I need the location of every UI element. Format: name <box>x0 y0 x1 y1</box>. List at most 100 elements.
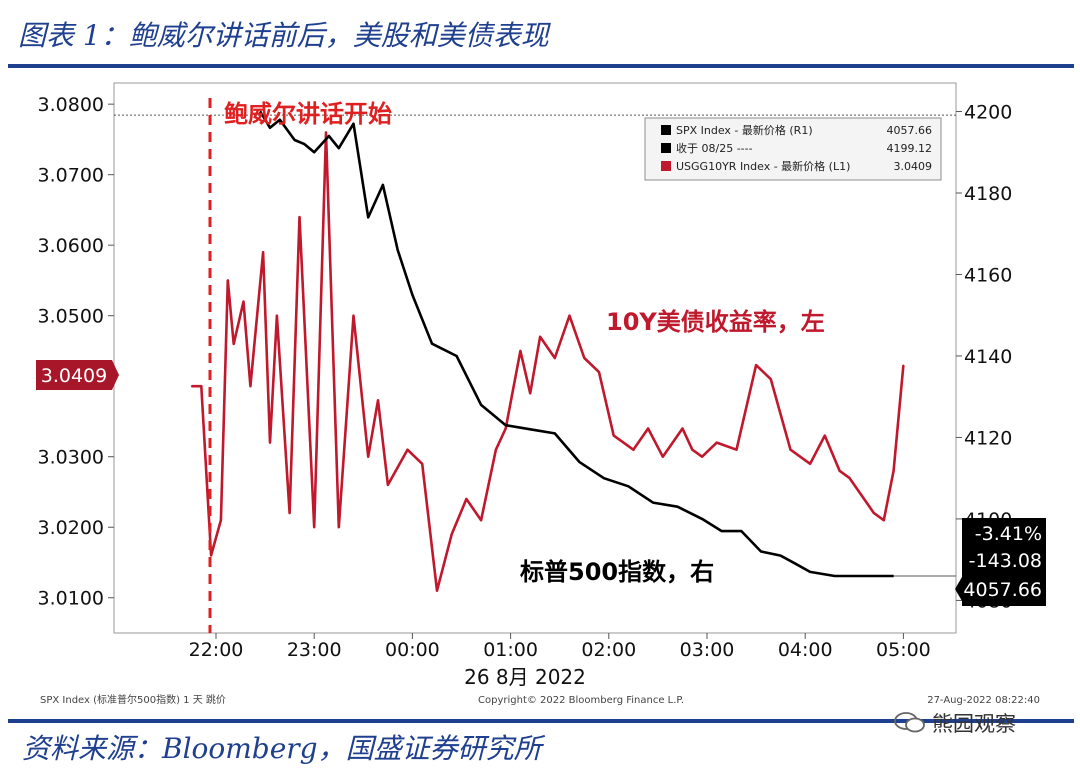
y-right-tick-label: 4180 <box>964 183 1012 205</box>
annotation-spx: 标普500指数，右 <box>520 558 714 586</box>
yield-point <box>227 279 229 282</box>
spx-point <box>455 355 458 357</box>
legend-swatch-yield <box>661 161 671 171</box>
yield-point <box>519 350 522 352</box>
x-tick-label: 23:00 <box>287 639 342 661</box>
y-right-tick-label: 4160 <box>964 264 1012 286</box>
event-label: 鲍威尔讲话开始 <box>224 100 392 128</box>
yield-point <box>495 449 497 451</box>
yield-point <box>298 216 301 218</box>
yield-point <box>276 315 278 317</box>
spx-point <box>303 143 305 145</box>
spx-point <box>780 554 782 557</box>
yield-point <box>242 300 245 303</box>
yield-point <box>701 456 703 458</box>
yield-point <box>480 519 482 521</box>
spx-point <box>505 424 507 426</box>
y-right-tick-label: 4200 <box>964 102 1012 124</box>
series-layer <box>114 110 956 593</box>
spx-point <box>397 249 399 251</box>
spx-point <box>480 404 482 406</box>
spx-point <box>328 135 330 137</box>
yield-point <box>735 449 738 451</box>
right-badge-pct: -3.41% <box>975 523 1042 545</box>
yield-point <box>883 519 885 521</box>
yield-point <box>632 449 634 451</box>
spx-point <box>529 428 531 430</box>
annotation-yield: 10Y美债收益率，左 <box>606 308 825 336</box>
footer-center: Copyright© 2022 Bloomberg Finance L.P. <box>478 695 684 706</box>
right-badge-change: -143.08 <box>969 550 1042 572</box>
y-left-tick-label: 3.0200 <box>38 517 104 539</box>
yield-point <box>269 442 271 444</box>
yield-point <box>716 442 718 444</box>
yield-point <box>583 357 585 359</box>
y-left-tick-label: 3.0600 <box>38 235 104 257</box>
yield-point <box>262 251 264 253</box>
spx-point <box>259 110 261 113</box>
yield-point <box>568 315 571 317</box>
yield-point <box>190 385 193 387</box>
yield-point <box>233 343 235 345</box>
yield-point <box>200 385 202 387</box>
yield-point <box>554 357 556 359</box>
y-right-tick-label: 4120 <box>964 427 1012 449</box>
legend-label-close: 收于 08/25 ---- <box>676 141 753 155</box>
yield-point <box>863 498 865 500</box>
x-tick-label: 02:00 <box>581 639 636 661</box>
yield-point <box>755 364 757 366</box>
yield-point <box>681 427 684 430</box>
legend-swatch-close <box>661 143 671 153</box>
left-current-badge: 3.0409 <box>36 360 119 390</box>
yield-point <box>249 385 251 387</box>
legend-swatch-spx <box>661 125 671 135</box>
legend-value-yield: 3.0409 <box>894 160 933 173</box>
x-date-label: 26 8月 2022 <box>464 665 586 689</box>
yield-point <box>902 364 905 366</box>
spx-point <box>382 184 384 186</box>
yield-point <box>598 371 600 373</box>
x-tick-label: 22:00 <box>189 639 244 661</box>
x-tick-label: 00:00 <box>385 639 440 661</box>
yield-point <box>313 526 315 528</box>
right-value-badges: -3.41% -143.08 4057.66 <box>955 518 1046 606</box>
footer-right: 27-Aug-2022 08:22:40 <box>927 695 1040 706</box>
yield-point <box>838 470 841 472</box>
yield-point <box>325 131 327 133</box>
yield-point <box>647 427 649 430</box>
yield-point <box>529 392 531 394</box>
spx-point <box>269 127 271 129</box>
wechat-icon <box>894 712 925 733</box>
y-left-tick-label: 3.0800 <box>38 94 104 116</box>
footer-left: SPX Index (标准普尔500指数) 1 天 跳价 <box>40 693 226 706</box>
yield-point <box>848 477 850 479</box>
spx-point <box>279 119 281 121</box>
yield-point <box>377 399 379 401</box>
yield-point <box>387 484 389 486</box>
x-tick-label: 05:00 <box>876 639 931 661</box>
yield-point <box>505 427 507 430</box>
spx-point <box>411 294 413 296</box>
yield-point <box>809 463 811 465</box>
yield-series-line <box>191 131 905 593</box>
spx-point <box>760 550 762 553</box>
yield-point <box>770 378 772 380</box>
spx-point <box>554 432 556 434</box>
spx-point <box>794 563 796 565</box>
yield-point <box>789 449 792 451</box>
page-title: 图表 1：鲍威尔讲话前后，美股和美债表现 <box>18 19 549 52</box>
spx-point <box>652 502 654 504</box>
yield-point <box>406 449 409 451</box>
spx-point <box>293 139 296 141</box>
yield-point <box>451 533 453 535</box>
spx-point <box>313 151 315 153</box>
legend-label-spx: SPX Index - 最新价格 (R1) <box>676 123 813 137</box>
yield-point <box>662 456 664 458</box>
x-tick-label: 03:00 <box>680 639 735 661</box>
yield-point <box>367 456 369 458</box>
spx-point <box>627 485 630 487</box>
spx-point <box>367 216 369 219</box>
spx-point <box>676 506 679 508</box>
y-left-tick-label: 3.0500 <box>38 306 104 328</box>
